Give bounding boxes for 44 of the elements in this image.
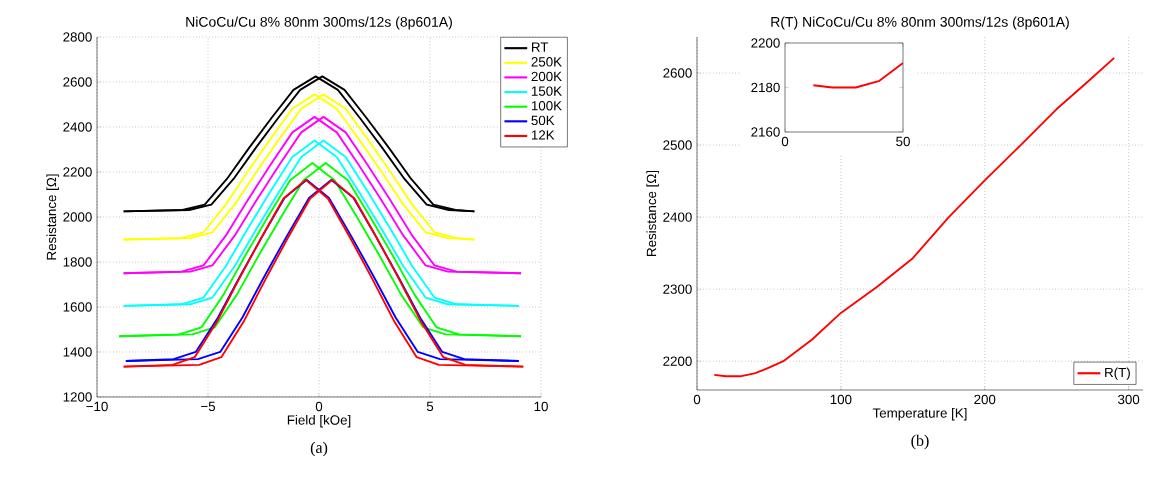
legend-label: 50K — [531, 115, 555, 126]
y-tick-label: 1200 — [63, 392, 92, 402]
y-tick-label: 2200 — [63, 167, 92, 177]
x-tick-label: 10 — [534, 401, 548, 412]
x-tick-label: 100 — [830, 394, 852, 405]
y-tick-label: 2400 — [663, 212, 692, 222]
y-tick-label: 2600 — [63, 77, 92, 87]
y-tick-label: 1400 — [63, 347, 92, 357]
text: (a) — [310, 441, 328, 457]
x-tick-label: 300 — [1117, 394, 1140, 405]
y-tick-label: 2200 — [751, 38, 780, 48]
y-axis-title: Resistance [Ω] — [646, 170, 659, 256]
legend-label: 12K — [531, 130, 555, 140]
y-tick-label: 2500 — [663, 140, 692, 150]
x-axis-title: Field [kOe] — [287, 414, 351, 428]
y-tick-label: 2000 — [63, 212, 92, 222]
x-tick-label: 0 — [781, 136, 789, 147]
y-tick-label: 2160 — [751, 127, 780, 137]
chart-title: NiCoCu/Cu 8% 80nm 300ms/12s (8p601A) — [186, 16, 452, 30]
y-tick-label: 2400 — [63, 122, 92, 132]
x-tick-label: 0 — [693, 394, 701, 405]
legend-label: 100K — [531, 101, 562, 111]
x-tick-label: −10 — [86, 401, 108, 412]
chart-title: R(T) NiCoCu/Cu 8% 80nm 300ms/12s (8p601A) — [771, 16, 1069, 30]
x-tick-label: −5 — [201, 401, 216, 411]
x-tick-label: 0 — [315, 401, 323, 412]
x-tick-label: 5 — [426, 401, 434, 411]
y-tick-label: 2180 — [751, 82, 780, 93]
y-tick-label: 1600 — [63, 302, 92, 312]
y-tick-label: 2200 — [663, 356, 692, 366]
y-tick-label: 2600 — [663, 68, 692, 78]
y-tick-label: 2800 — [63, 32, 92, 42]
x-tick-label: 200 — [974, 394, 996, 405]
legend-label: R(T) — [1105, 367, 1130, 380]
y-tick-label: 2300 — [663, 284, 692, 294]
text: (b) — [911, 434, 929, 450]
y-tick-label: 1800 — [63, 257, 92, 267]
legend-label: 250K — [531, 57, 562, 67]
legend-label: 200K — [531, 71, 562, 82]
legend-label: 150K — [531, 86, 562, 96]
x-tick-label: 50 — [896, 136, 910, 147]
legend-label: RT — [532, 42, 549, 52]
x-axis-title: Temperature [K] — [872, 407, 967, 421]
y-axis-title: Resistance [Ω] — [46, 174, 59, 260]
